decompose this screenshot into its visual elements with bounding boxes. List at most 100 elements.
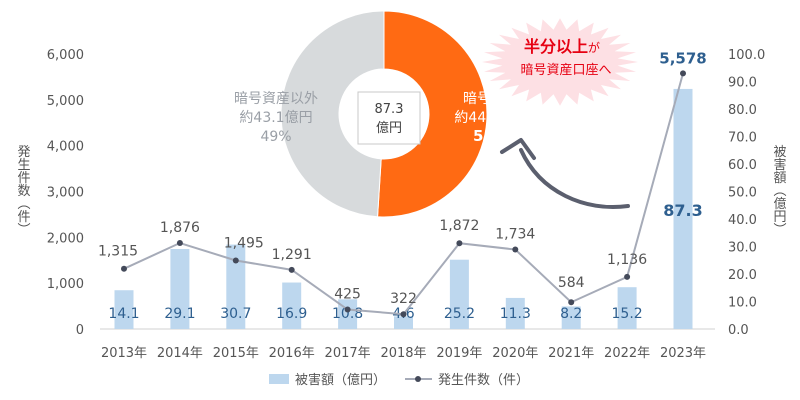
left-tick-label: 6,000	[47, 48, 84, 63]
donut-center-value: 87.3	[375, 102, 404, 117]
bar-data-label: 14.1	[108, 306, 139, 322]
bar-data-label: 16.9	[276, 306, 307, 322]
x-tick-label: 2023年	[660, 346, 706, 361]
donut-label-crypto-amount: 約44.2億円	[454, 110, 527, 126]
bar	[394, 316, 413, 329]
legend-swatch-marker	[415, 376, 421, 382]
line-series: 1,315 1,876 1,495 1,291 425 322 1,872 1,734 584 1…	[98, 49, 707, 318]
right-tick-label: 20.0	[728, 268, 757, 283]
x-tick-label: 2020年	[492, 346, 538, 361]
bar	[505, 297, 525, 329]
bar	[561, 306, 581, 329]
bar	[617, 287, 637, 329]
callout-line2: 暗号資産口座へ	[520, 62, 611, 78]
right-tick-label: 60.0	[728, 158, 757, 173]
line-point	[512, 246, 519, 253]
line-point	[568, 299, 575, 306]
bar	[114, 290, 134, 329]
right-tick-label: 100.0	[728, 48, 765, 63]
left-tick-label: 2,000	[47, 231, 84, 246]
line-data-label: 1,291	[272, 247, 312, 263]
right-tick-label: 10.0	[728, 296, 757, 311]
donut-slice	[377, 10, 488, 218]
donut-label-other-percent: 49%	[260, 129, 291, 145]
bar	[673, 88, 693, 329]
callout-arrowhead	[500, 138, 536, 160]
bar-series: 14.129.130.716.910.84.625.211.38.215.287…	[108, 88, 703, 329]
left-axis-ticks: 0 1,000 2,000 3,000 4,000 5,000 6,000	[47, 48, 84, 338]
line-data-label: 1,315	[98, 244, 138, 260]
x-tick-label: 2019年	[436, 346, 482, 361]
left-tick-label: 1,000	[47, 277, 84, 292]
left-tick-label: 0	[76, 323, 84, 338]
bar	[226, 244, 246, 329]
right-tick-label: 90.0	[728, 76, 757, 91]
callout-burst	[482, 18, 638, 106]
donut-center-unit: 億円	[376, 120, 402, 136]
right-tick-label: 80.0	[728, 103, 757, 118]
right-tick-label: 40.0	[728, 213, 757, 228]
callout-arrow	[519, 148, 630, 209]
right-tick-label: 30.0	[728, 241, 757, 256]
donut-label-other-name: 暗号資産以外	[234, 91, 318, 107]
x-tick-label: 2016年	[269, 346, 315, 361]
x-tick-label: 2022年	[604, 346, 650, 361]
line-data-label: 1,872	[439, 218, 479, 234]
bar-data-label: 87.3	[663, 201, 702, 220]
line-point	[456, 240, 463, 247]
legend-label-bar: 被害額（億円）	[295, 372, 386, 388]
line-point	[344, 306, 351, 313]
line-data-label: 584	[558, 275, 585, 291]
x-tick-label: 2015年	[213, 346, 259, 361]
right-tick-label: 0.0	[728, 323, 749, 338]
left-tick-label: 5,000	[47, 94, 84, 109]
bar-data-label: 11.3	[500, 306, 531, 322]
bar	[170, 248, 190, 329]
line-point	[121, 265, 127, 272]
left-tick-label: 4,000	[47, 140, 84, 155]
bar	[449, 259, 469, 329]
bar-data-label: 15.2	[612, 306, 643, 322]
line-data-label: 5,578	[659, 49, 706, 67]
bar-data-label: 29.1	[164, 306, 195, 322]
line-point	[624, 273, 631, 280]
x-tick-label: 2014年	[157, 346, 203, 361]
line-point	[680, 70, 686, 77]
callout-suffix: が	[588, 40, 600, 55]
x-tick-label: 2013年	[101, 346, 147, 361]
left-tick-label: 3,000	[47, 186, 84, 201]
line-data-label: 1,136	[607, 252, 647, 268]
line-data-label: 1,495	[224, 235, 264, 251]
callout-strong: 半分以上	[524, 37, 588, 56]
donut-chart	[280, 10, 488, 218]
x-tick-label: 2018年	[380, 346, 426, 361]
line-data-label: 1,876	[160, 220, 200, 236]
right-axis-label: 被害額（億円）	[771, 145, 787, 236]
line-point	[232, 257, 239, 264]
bar	[282, 282, 302, 329]
right-tick-label: 70.0	[728, 131, 757, 146]
donut-label-other-amount: 約43.1億円	[239, 110, 312, 126]
right-tick-label: 50.0	[728, 186, 757, 201]
line-data-label: 322	[390, 291, 417, 307]
line-data-label: 1,734	[495, 227, 535, 243]
legend-label-line: 発生件数（件）	[438, 373, 529, 388]
x-tick-label: 2021年	[548, 346, 594, 361]
x-tick-label: 2017年	[325, 346, 371, 361]
donut-label-crypto-name: 暗号資産	[463, 91, 519, 107]
donut-slice	[280, 10, 385, 218]
donut-center-box	[357, 91, 421, 145]
bar-data-label: 30.7	[220, 306, 251, 322]
line-data-label: 425	[334, 287, 361, 303]
donut-label-crypto-percent: 51%	[473, 127, 509, 145]
line-point	[288, 266, 295, 273]
bar-data-label: 8.2	[560, 306, 582, 322]
left-axis-label: 発生件数（件）	[15, 145, 31, 236]
legend-swatch-bar	[269, 374, 289, 384]
line-point	[176, 240, 183, 247]
bar-data-label: 25.2	[444, 306, 475, 322]
right-axis-ticks: 0.0 10.0 20.0 30.0 40.0 50.0 60.0 70.0 80.0 90.0 1…	[728, 48, 765, 338]
callout-line1: 半分以上が	[524, 37, 600, 56]
x-axis-ticks: 2013年 2014年 2015年 2016年 2017年 2018年 2019年 2020年…	[101, 346, 706, 361]
